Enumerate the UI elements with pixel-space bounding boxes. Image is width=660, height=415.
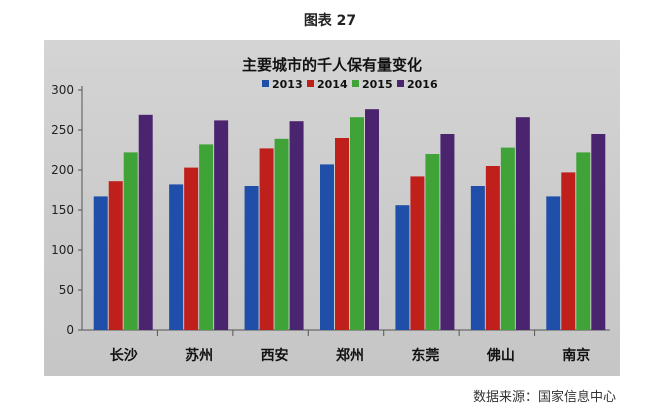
bar-2014-6 <box>561 172 576 330</box>
bar-2013-1 <box>169 184 184 330</box>
bar-2014-5 <box>485 166 500 330</box>
bar-2016-0 <box>138 114 153 330</box>
x-axis-labels: 长沙 苏州 西安 郑州 东莞 佛山 南京 <box>110 347 591 364</box>
legend-swatch-2015 <box>352 80 359 87</box>
x-tick-label: 南京 <box>562 347 590 364</box>
bar-2014-3 <box>335 138 349 330</box>
bar-2013-0 <box>93 196 108 330</box>
bars <box>93 109 606 331</box>
legend-label-2014: 2014 <box>317 78 348 91</box>
y-tick-label: 0 <box>66 323 74 337</box>
source-note: 数据来源：国家信息中心 <box>472 390 616 405</box>
legend: 2013 2014 2015 2016 <box>262 78 438 91</box>
bar-2016-2 <box>289 121 304 330</box>
bar-2013-5 <box>470 186 485 330</box>
bar-2016-5 <box>515 117 530 330</box>
bar-2015-4 <box>425 154 440 330</box>
legend-swatch-2016 <box>397 80 404 87</box>
legend-label-2016: 2016 <box>407 78 438 91</box>
bar-2015-2 <box>274 138 289 330</box>
legend-swatch-2014 <box>307 80 314 87</box>
bar-2013-3 <box>320 164 334 330</box>
y-tick-label: 200 <box>51 163 74 177</box>
bar-2016-3 <box>365 109 379 330</box>
bar-2015-6 <box>576 152 591 330</box>
x-tick-label: 长沙 <box>110 347 138 364</box>
figure-label: 图表 27 <box>303 13 357 29</box>
bar-2015-1 <box>199 144 214 330</box>
x-tick-label: 西安 <box>261 347 289 364</box>
bar-chart: 主要城市的千人保有量变化 2013 2014 2015 2016 0 50 100 150 2… <box>51 56 610 364</box>
x-tick-label: 佛山 <box>486 347 515 364</box>
y-tick-label: 100 <box>51 243 74 257</box>
bar-2014-4 <box>410 176 425 330</box>
bar-2014-1 <box>184 167 199 330</box>
chart-title: 主要城市的千人保有量变化 <box>242 56 422 74</box>
bar-2013-4 <box>395 205 410 330</box>
legend-swatch-2013 <box>262 80 269 87</box>
bar-2016-6 <box>591 134 606 330</box>
bar-2014-2 <box>259 148 274 330</box>
legend-label-2015: 2015 <box>362 78 393 91</box>
bar-2014-0 <box>108 181 123 330</box>
y-tick-label: 50 <box>59 283 74 297</box>
bar-2015-5 <box>500 147 515 330</box>
x-tick-label: 郑州 <box>336 347 364 364</box>
y-tick-label: 250 <box>51 123 74 137</box>
bar-2015-3 <box>350 117 364 330</box>
y-tick-label: 150 <box>51 203 74 217</box>
bar-2013-2 <box>244 186 259 330</box>
bar-2015-0 <box>123 152 138 330</box>
x-tick-label: 东莞 <box>411 347 439 364</box>
y-tick-label: 300 <box>51 83 74 97</box>
chart-area: 主要城市的千人保有量变化 2013 2014 2015 2016 0 50 100 150 2… <box>44 40 620 376</box>
x-tick-label: 苏州 <box>185 347 213 364</box>
bar-2016-4 <box>440 134 455 330</box>
bar-2013-6 <box>546 196 561 330</box>
bar-2016-1 <box>214 120 229 331</box>
legend-label-2013: 2013 <box>272 78 303 91</box>
